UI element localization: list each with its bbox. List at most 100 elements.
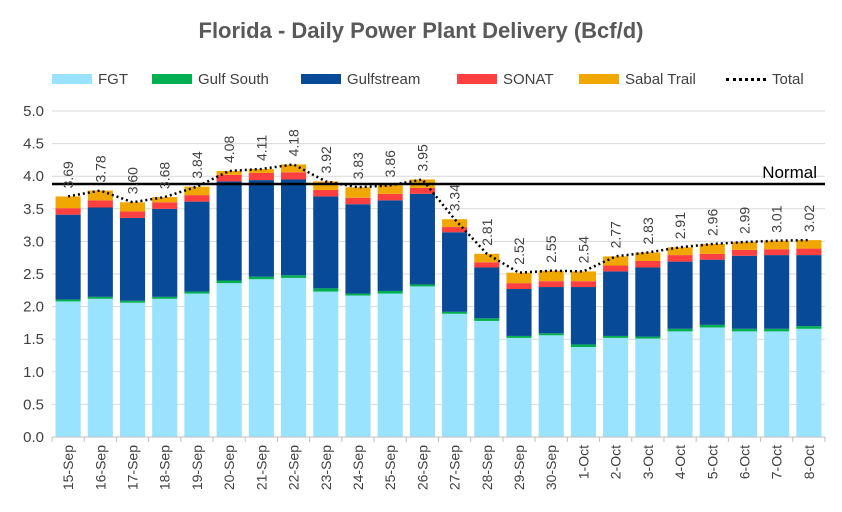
legend-item-sonat: SONAT [457, 69, 554, 89]
bar-segment-sabal-trail [152, 197, 178, 203]
total-value-label: 3.95 [414, 144, 430, 171]
bar-segment-sonat [731, 249, 758, 256]
bar-segment-gulf-south [248, 276, 274, 280]
x-tick-label: 7-Oct [769, 445, 785, 479]
total-value-label: 2.81 [479, 218, 495, 245]
bar-segment-gulfstream [474, 267, 500, 319]
bar-segment-gulf-south [55, 299, 81, 302]
bar-segment-fgt [152, 298, 178, 437]
bar-segment-sonat [764, 249, 790, 256]
bar-segment-fgt [345, 295, 371, 437]
total-value-label: 4.18 [286, 129, 302, 156]
total-value-label: 2.54 [575, 236, 591, 263]
bar-segment-gulf-south [570, 344, 596, 348]
bar-segment-sonat [55, 208, 81, 215]
bar-segment-gulfstream [764, 255, 790, 329]
bar-segment-gulfstream [603, 271, 629, 336]
total-value-label: 4.08 [221, 136, 237, 163]
bar-segment-sabal-trail [442, 219, 468, 228]
legend-item-fgt: FGT [52, 69, 128, 89]
bar-segment-sabal-trail [119, 202, 146, 212]
x-tick-label: 15-Sep [60, 445, 76, 490]
bar-segment-gulf-south [345, 293, 371, 296]
bar-segment-sonat [248, 172, 274, 181]
bar-segment-fgt [474, 320, 500, 437]
bar-segment-sabal-trail [796, 240, 822, 249]
bar-segment-fgt [55, 301, 81, 437]
x-tick-label: 27-Sep [447, 445, 463, 490]
bar-segment-sabal-trail [731, 242, 758, 250]
total-value-label: 3.83 [350, 152, 366, 179]
x-tick-label: 30-Sep [543, 445, 559, 490]
bar-segment-fgt [313, 291, 339, 437]
y-tick-label: 3.5 [23, 201, 44, 218]
bar-segment-sonat [409, 187, 435, 194]
y-tick-label: 2.0 [23, 299, 44, 316]
y-tick-label: 2.5 [23, 266, 44, 283]
bar-segment-gulfstream [184, 201, 210, 292]
legend-label-gulf-south: Gulf South [198, 70, 269, 88]
bar-segment-fgt [184, 293, 210, 437]
legend-item-total: Total [726, 69, 804, 89]
legend-item-gulf-south: Gulf South [152, 69, 269, 89]
bar-segment-gulf-south [377, 290, 403, 294]
bar-segment-sonat [345, 197, 371, 205]
y-tick-label: 0.0 [23, 429, 44, 446]
bar-segment-gulfstream [55, 214, 81, 300]
x-tick-label: 29-Sep [511, 445, 527, 490]
bar-segment-sabal-trail [55, 196, 81, 209]
total-value-label: 2.91 [672, 212, 688, 239]
x-tick-label: 5-Oct [704, 445, 720, 479]
bar-segment-gulf-south [699, 324, 725, 328]
bar-segment-sonat [313, 189, 339, 197]
x-tick-label: 8-Oct [801, 445, 817, 479]
bar-segment-gulf-south [796, 326, 822, 329]
bar-segment-gulf-south [442, 311, 468, 314]
normal-reference-label: Normal [762, 163, 817, 182]
x-tick-label: 4-Oct [672, 445, 688, 479]
bar-segment-fgt [281, 277, 307, 437]
bar-segment-sonat [281, 172, 307, 180]
x-tick-label: 22-Sep [286, 445, 302, 490]
x-tick-label: 2-Oct [608, 445, 624, 479]
bar-segment-gulfstream [87, 207, 113, 297]
bar-segment-gulf-south [119, 300, 146, 303]
y-tick-label: 3.0 [23, 233, 44, 250]
bar-segment-sabal-trail [570, 271, 596, 282]
bar-segment-fgt [216, 283, 242, 437]
bar-segment-gulfstream [699, 259, 725, 325]
bar-segment-fgt [764, 331, 790, 437]
legend-label-total: Total [772, 70, 804, 88]
total-value-label: 3.01 [769, 205, 785, 232]
bar-segment-gulfstream [409, 193, 435, 285]
bar-segment-sabal-trail [538, 270, 564, 282]
x-tick-label: 20-Sep [221, 445, 237, 490]
x-tick-label: 23-Sep [318, 445, 334, 490]
bar-segment-sabal-trail [635, 252, 661, 261]
bar-segment-sonat [506, 283, 532, 289]
bar-segment-gulf-south [506, 335, 532, 338]
bar-segment-fgt [87, 298, 113, 437]
x-tick-label: 17-Sep [125, 445, 141, 490]
bar-segment-sonat [442, 227, 468, 233]
bar-segment-sonat [474, 262, 500, 268]
bar-segment-sonat [184, 195, 210, 202]
bar-segment-sabal-trail [506, 272, 532, 284]
bar-segment-gulf-south [281, 275, 307, 278]
bar-segment-gulfstream [248, 180, 274, 277]
total-value-label: 3.78 [92, 155, 108, 182]
bar-segment-gulfstream [570, 287, 596, 345]
bar-segment-gulfstream [731, 255, 758, 329]
total-value-label: 2.52 [511, 237, 527, 264]
bar-segment-sonat [538, 281, 564, 288]
bar-segment-fgt [796, 328, 822, 437]
total-value-label: 3.34 [447, 184, 463, 211]
bar-segment-gulfstream [216, 181, 242, 281]
bar-segment-fgt [409, 286, 435, 437]
bar-segment-gulfstream [796, 255, 822, 327]
bar-segment-sonat [216, 174, 242, 182]
y-tick-label: 4.0 [23, 168, 44, 185]
legend-swatch-gulfstream [301, 74, 341, 84]
bar-segment-sonat [152, 202, 178, 209]
